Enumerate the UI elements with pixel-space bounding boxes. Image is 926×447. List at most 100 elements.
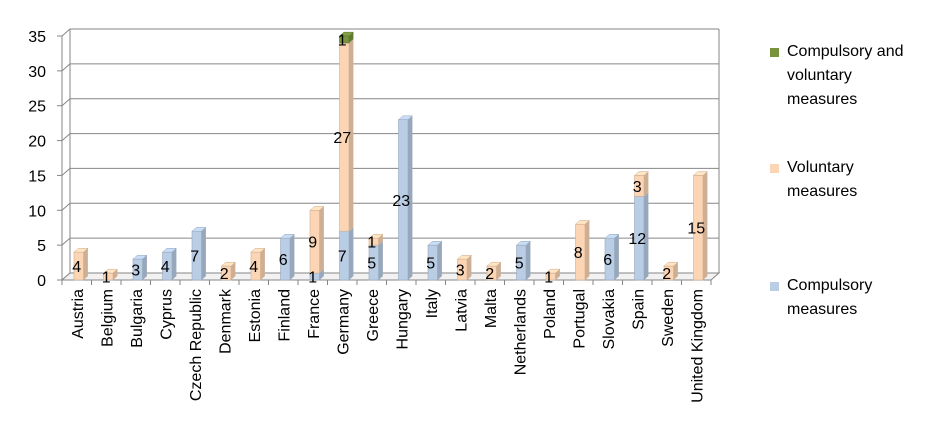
legend-swatch-combined [770, 48, 779, 57]
category-label: Denmark [217, 288, 234, 354]
side-wall-gridline [61, 98, 71, 107]
category-label: Hungary [394, 289, 411, 349]
category-label: Sweden [660, 289, 677, 347]
data-label: 9 [308, 235, 317, 252]
category-label: Malta [483, 289, 500, 328]
bar-side [437, 241, 442, 280]
legend-label-compulsory: Compulsory measures [787, 277, 873, 318]
y-tick-label: 35 [28, 29, 46, 46]
data-label: 5 [426, 256, 435, 273]
bar-side [644, 171, 649, 197]
bar-top [191, 227, 207, 232]
bar-top [338, 31, 355, 37]
bar-top [574, 220, 591, 225]
data-label: 1 [338, 32, 347, 49]
category-label: Spain [630, 289, 647, 330]
data-label: 2 [220, 266, 229, 283]
legend-swatch-compulsory [770, 282, 779, 291]
category-label: Austria [70, 289, 87, 339]
category-label: Latvia [453, 289, 470, 332]
y-tick-label: 10 [28, 203, 46, 220]
category-label: France [306, 289, 323, 339]
data-label: 1 [544, 270, 553, 287]
legend-item-combined: Compulsory and voluntary measures [770, 40, 920, 112]
bar-side [703, 171, 708, 280]
data-label: 5 [367, 256, 376, 273]
y-tick-label: 5 [37, 238, 46, 255]
data-label: 3 [633, 179, 642, 196]
bar-top [220, 261, 237, 267]
category-label: Netherlands [512, 289, 529, 375]
bar-side [319, 269, 324, 280]
y-tick-label: 25 [28, 99, 46, 116]
y-tick-label: 20 [28, 134, 46, 151]
legend-label-combined: Compulsory and voluntary measures [787, 43, 904, 108]
legend-item-compulsory: Compulsory measures [770, 274, 920, 322]
bar-side [290, 234, 295, 280]
data-label: 2 [662, 266, 671, 283]
side-wall-gridline [61, 63, 71, 72]
data-label: 8 [574, 245, 583, 262]
bar-side [467, 255, 472, 280]
y-tick-label: 15 [28, 168, 46, 185]
category-label: Greece [365, 289, 382, 342]
category-label: Germany [335, 289, 352, 355]
bar-top [456, 254, 473, 260]
data-label: 4 [249, 259, 258, 276]
bar-top [397, 115, 414, 120]
data-label: 23 [392, 193, 410, 210]
bar-side [260, 248, 265, 280]
data-label: 6 [279, 252, 288, 269]
data-label: 2 [485, 266, 494, 283]
bar-top [250, 248, 266, 253]
bar-side [408, 115, 413, 280]
data-label: 4 [161, 259, 170, 276]
bar-top [102, 268, 119, 274]
bar-top [132, 254, 148, 260]
category-label: Bulgaria [129, 289, 146, 348]
bar-side [378, 234, 383, 246]
bar-side [231, 262, 236, 280]
category-label: Poland [542, 289, 559, 339]
bar-side [349, 39, 354, 232]
bar-side [349, 32, 354, 43]
bar-top [633, 171, 650, 176]
bar-side [614, 234, 619, 280]
category-label: Finland [276, 289, 293, 341]
category-label: Italy [424, 289, 441, 318]
bar-top [515, 241, 532, 246]
bar-side [585, 220, 590, 280]
side-wall-gridline [61, 202, 71, 211]
bar-side [142, 255, 147, 280]
data-label: 1 [367, 235, 376, 252]
data-label: 3 [131, 263, 140, 280]
bar-top [604, 234, 620, 239]
data-label: 1 [308, 270, 317, 287]
data-label: 3 [456, 263, 465, 280]
category-label: Cyprus [158, 289, 175, 340]
category-label: Estonia [247, 289, 264, 342]
bar-top [692, 171, 709, 176]
bar-top [427, 241, 443, 246]
bar-side [555, 269, 560, 280]
legend-item-voluntary: Voluntary measures [770, 156, 920, 204]
category-label: Belgium [99, 289, 116, 347]
bar-top [161, 248, 178, 253]
data-label: 7 [190, 249, 199, 266]
bar-top [309, 206, 325, 211]
bar-side [378, 241, 383, 280]
bar-side [83, 248, 88, 280]
bar-top [368, 234, 384, 239]
bar-side [319, 206, 324, 274]
y-tick-label: 0 [37, 273, 46, 290]
y-tick-label: 30 [28, 64, 46, 81]
data-label: 12 [628, 231, 646, 248]
data-label: 15 [687, 221, 705, 238]
category-label: United Kingdom [689, 289, 706, 403]
data-label: 7 [338, 249, 347, 266]
bar-side [496, 262, 501, 280]
data-label: 1 [102, 270, 111, 287]
bar-side [349, 227, 354, 280]
bar-side [644, 192, 649, 280]
